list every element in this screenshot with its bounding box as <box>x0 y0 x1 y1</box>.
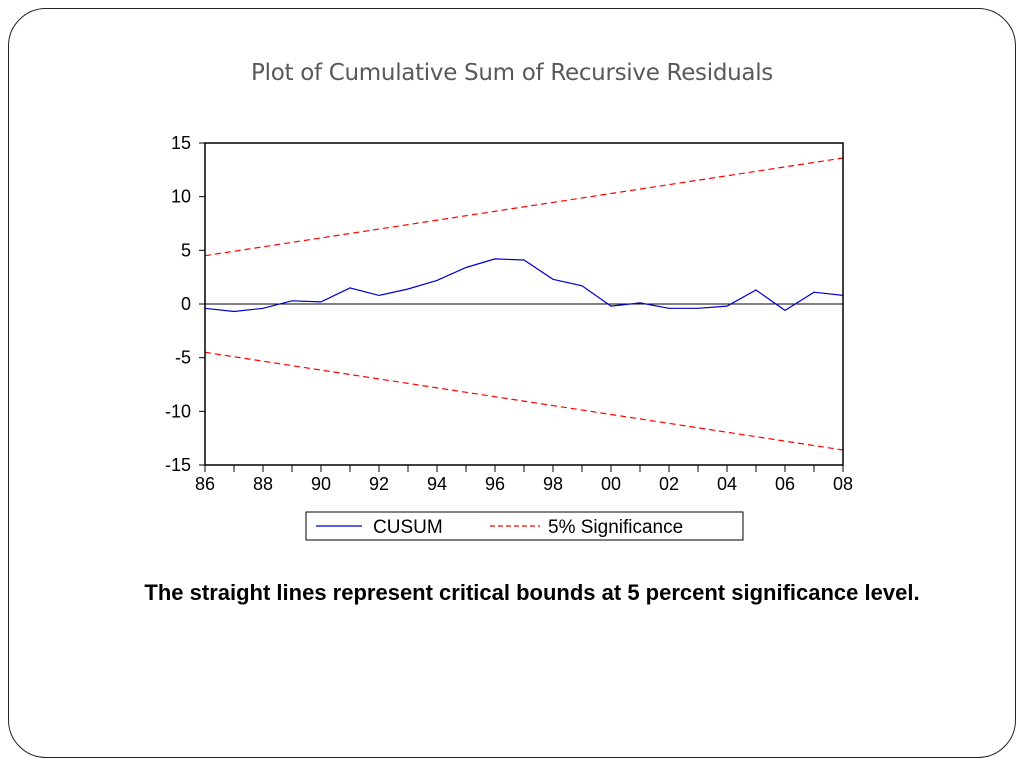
x-tick-label: 92 <box>369 474 389 494</box>
chart-legend: CUSUM 5% Significance <box>305 511 744 541</box>
x-tick-label: 86 <box>195 474 215 494</box>
x-tick-label: 02 <box>659 474 679 494</box>
lower-significance-bound <box>204 351 844 451</box>
y-tick-label: -10 <box>165 401 191 421</box>
y-tick-label: -15 <box>165 455 191 475</box>
y-tick-label: 15 <box>171 133 191 153</box>
y-tick-label: 10 <box>171 187 191 207</box>
y-tick-label: 0 <box>181 294 191 314</box>
legend-label-cusum: CUSUM <box>373 517 443 538</box>
cusum-series-line <box>204 258 844 313</box>
chart-caption: The straight lines represent critical bo… <box>144 580 920 605</box>
plot-area-border <box>204 142 844 466</box>
x-tick-label: 06 <box>775 474 795 494</box>
upper-significance-bound <box>204 157 844 257</box>
legend-label-significance: 5% Significance <box>548 517 683 538</box>
y-tick-label: -5 <box>175 348 191 368</box>
x-tick-label: 98 <box>543 474 563 494</box>
slide-frame <box>8 8 1016 758</box>
x-tick-label: 04 <box>717 474 737 494</box>
y-tick-label: 5 <box>181 240 191 260</box>
x-tick-label: 88 <box>253 474 273 494</box>
x-tick-label: 08 <box>833 474 853 494</box>
slide-title: Plot of Cumulative Sum of Recursive Resi… <box>251 60 773 86</box>
x-tick-label: 94 <box>427 474 447 494</box>
x-tick-label: 00 <box>601 474 621 494</box>
x-tick-label: 96 <box>485 474 505 494</box>
x-tick-label: 90 <box>311 474 331 494</box>
